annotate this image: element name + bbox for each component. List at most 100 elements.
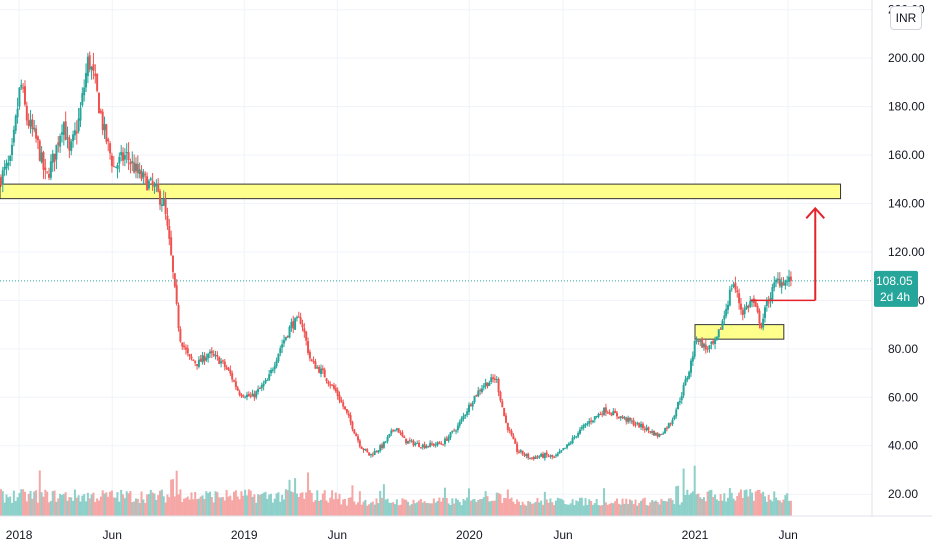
volume-bar xyxy=(412,499,415,516)
candle-body xyxy=(395,428,398,430)
candle-body xyxy=(236,387,239,391)
volume-bar xyxy=(149,489,152,516)
candle-body xyxy=(393,429,396,431)
candle-body xyxy=(754,301,757,307)
volume-bar xyxy=(282,499,285,516)
volume-bar xyxy=(625,498,628,516)
candle-body xyxy=(438,442,441,444)
currency-button[interactable]: INR xyxy=(890,6,922,30)
volume-bar xyxy=(186,496,189,516)
candle-body xyxy=(75,131,78,134)
volume-bar xyxy=(362,501,365,516)
volume-bar xyxy=(68,496,71,516)
candle-body xyxy=(223,361,226,367)
volume-bar xyxy=(375,498,378,516)
volume-bar xyxy=(379,490,382,516)
candle-body xyxy=(329,384,332,386)
volume-bar xyxy=(516,499,519,516)
volume-bar xyxy=(784,495,787,516)
candle-body xyxy=(251,393,254,397)
candle-body xyxy=(203,355,206,362)
candle-body xyxy=(282,340,285,344)
volume-bar xyxy=(654,500,657,516)
candle-body xyxy=(118,156,121,164)
candle-body xyxy=(123,155,126,160)
candle-body xyxy=(575,436,578,438)
candle-body xyxy=(401,432,404,437)
candle-body xyxy=(458,421,461,426)
price-tick-label: 200.00 xyxy=(888,51,925,65)
candle-body xyxy=(14,115,17,131)
candle-body xyxy=(541,453,544,458)
candle-body xyxy=(730,288,733,290)
candle-body xyxy=(264,380,267,384)
candle-body xyxy=(621,416,624,419)
candle-body xyxy=(99,110,102,113)
candle-body xyxy=(691,356,694,362)
candle-body xyxy=(747,305,750,308)
candle-body xyxy=(736,290,739,293)
volume-bar xyxy=(46,491,49,516)
volume-bar xyxy=(682,468,685,516)
candle-body xyxy=(490,377,493,382)
volume-bar xyxy=(760,493,763,516)
volume-bar xyxy=(157,495,160,516)
volume-bar xyxy=(360,504,363,516)
volume-bar xyxy=(136,498,139,516)
volume-bar xyxy=(164,502,167,516)
candle-body xyxy=(451,430,454,433)
volume-bar xyxy=(190,492,193,516)
candle-body xyxy=(207,354,210,359)
candle-body xyxy=(44,167,47,171)
volume-bar xyxy=(723,493,726,516)
volume-bar xyxy=(279,501,282,516)
price-tick-label: 180.00 xyxy=(888,100,925,114)
volume-bar xyxy=(321,493,324,516)
candle-body xyxy=(492,377,495,379)
candle-body xyxy=(508,429,511,431)
candle-body xyxy=(327,381,330,384)
candle-body xyxy=(610,413,613,416)
volume-bar xyxy=(434,502,437,516)
volume-bar xyxy=(553,505,556,516)
candle-body xyxy=(147,180,150,189)
candle-body xyxy=(23,86,26,105)
volume-bar xyxy=(421,502,424,516)
volume-bar xyxy=(55,501,58,516)
candle-body xyxy=(469,404,472,407)
volume-bar xyxy=(699,497,702,516)
candle-body xyxy=(20,84,23,88)
volume-bar xyxy=(501,502,504,516)
candle-body xyxy=(590,420,593,422)
candle-body xyxy=(549,455,552,457)
annotations xyxy=(750,206,826,302)
volume-bar xyxy=(464,500,467,516)
volume-bar xyxy=(475,501,478,516)
candle-body xyxy=(488,382,491,386)
candle-body xyxy=(109,143,112,154)
candle-body xyxy=(97,93,100,114)
candle-body xyxy=(604,407,607,413)
volume-bar xyxy=(88,498,91,516)
volume-bar xyxy=(529,501,532,516)
volume-bar xyxy=(749,489,752,516)
volume-bar xyxy=(684,494,687,516)
volume-bar xyxy=(381,497,384,516)
volume-bar xyxy=(86,492,89,516)
volume-bar xyxy=(44,489,47,516)
time-axis[interactable]: 2018 Jun 2019 Jun 2020 Jun 2021 Jun xyxy=(6,528,798,542)
volume-bar xyxy=(782,499,785,516)
volume-bar xyxy=(556,497,559,516)
candle-body xyxy=(430,443,433,445)
candle-body xyxy=(366,449,369,452)
volume-bar xyxy=(658,504,661,516)
candle-body xyxy=(22,87,25,89)
candle-body xyxy=(649,431,652,433)
candle-body xyxy=(151,180,154,186)
time-tick-label: 2021 xyxy=(682,528,709,542)
volume-bar xyxy=(423,501,426,516)
candle-body xyxy=(627,417,630,423)
candle-body xyxy=(192,359,195,361)
